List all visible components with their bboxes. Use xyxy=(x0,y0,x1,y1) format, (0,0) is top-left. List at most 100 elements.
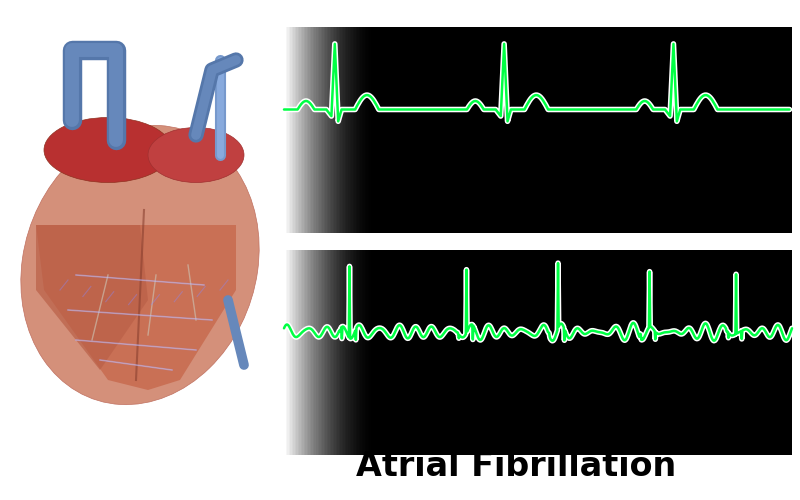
Bar xyxy=(294,28,296,233)
Bar xyxy=(325,28,326,233)
Bar xyxy=(351,28,353,233)
Bar xyxy=(289,28,290,233)
Bar xyxy=(342,250,343,455)
Bar xyxy=(290,250,292,455)
Bar xyxy=(330,250,331,455)
Bar xyxy=(356,28,357,233)
Bar xyxy=(346,250,348,455)
Bar xyxy=(321,250,322,455)
Polygon shape xyxy=(36,225,236,390)
Bar xyxy=(363,250,365,455)
Bar xyxy=(304,28,306,233)
Bar xyxy=(299,250,301,455)
Bar xyxy=(363,28,365,233)
Bar xyxy=(365,28,366,233)
Bar xyxy=(338,28,339,233)
Bar xyxy=(289,250,290,455)
Bar xyxy=(350,250,351,455)
Bar xyxy=(358,250,360,455)
Bar xyxy=(371,28,372,233)
Bar xyxy=(286,28,287,233)
Bar xyxy=(333,28,334,233)
Bar xyxy=(362,250,363,455)
Bar xyxy=(370,28,371,233)
Bar xyxy=(342,28,343,233)
Bar xyxy=(357,250,358,455)
Bar xyxy=(372,250,374,455)
Bar xyxy=(360,250,362,455)
Bar xyxy=(306,28,307,233)
Bar xyxy=(324,250,325,455)
Bar xyxy=(357,28,358,233)
Bar xyxy=(292,28,293,233)
Bar xyxy=(339,250,340,455)
Bar xyxy=(304,250,306,455)
Bar xyxy=(299,28,301,233)
Bar xyxy=(307,28,308,233)
Bar xyxy=(362,28,363,233)
Bar xyxy=(351,250,353,455)
Bar xyxy=(339,28,340,233)
Bar xyxy=(360,28,362,233)
Bar xyxy=(336,28,338,233)
Bar xyxy=(354,250,356,455)
Bar xyxy=(334,250,336,455)
Bar xyxy=(365,250,366,455)
Bar xyxy=(314,250,316,455)
Bar xyxy=(296,250,298,455)
Bar xyxy=(334,28,336,233)
Text: Atrial Fibrillation: Atrial Fibrillation xyxy=(356,450,676,482)
Bar xyxy=(348,250,350,455)
Bar xyxy=(316,28,318,233)
Bar xyxy=(328,250,330,455)
Bar xyxy=(308,28,310,233)
Bar xyxy=(350,28,351,233)
Bar xyxy=(333,250,334,455)
Bar xyxy=(287,28,289,233)
Bar xyxy=(318,28,319,233)
Bar xyxy=(319,28,321,233)
Bar xyxy=(336,250,338,455)
Bar xyxy=(314,28,316,233)
Bar xyxy=(306,250,307,455)
Bar xyxy=(293,28,294,233)
Bar xyxy=(284,28,286,233)
Bar xyxy=(331,250,333,455)
Bar xyxy=(358,28,360,233)
Bar xyxy=(324,28,325,233)
Bar xyxy=(321,28,322,233)
Bar xyxy=(301,250,302,455)
Bar xyxy=(316,250,318,455)
Bar xyxy=(330,28,331,233)
Bar xyxy=(319,250,321,455)
Bar xyxy=(366,28,368,233)
Bar xyxy=(370,250,371,455)
Ellipse shape xyxy=(44,118,172,182)
Bar xyxy=(308,250,310,455)
Bar xyxy=(290,28,292,233)
Bar xyxy=(302,250,304,455)
Bar xyxy=(318,250,319,455)
Bar xyxy=(284,250,286,455)
Bar xyxy=(328,28,330,233)
Bar xyxy=(353,28,354,233)
Bar xyxy=(302,28,304,233)
Bar xyxy=(340,250,342,455)
Bar xyxy=(292,250,293,455)
Bar xyxy=(313,28,314,233)
Polygon shape xyxy=(36,225,148,370)
Bar xyxy=(353,250,354,455)
Bar xyxy=(371,250,372,455)
Bar xyxy=(293,250,294,455)
Bar xyxy=(310,250,311,455)
Bar xyxy=(368,250,370,455)
Bar xyxy=(322,250,324,455)
Bar xyxy=(322,28,324,233)
Bar xyxy=(326,250,328,455)
Bar xyxy=(311,250,313,455)
Bar xyxy=(294,250,296,455)
Bar xyxy=(343,28,345,233)
Bar xyxy=(366,250,368,455)
Ellipse shape xyxy=(148,128,244,182)
Bar xyxy=(348,28,350,233)
